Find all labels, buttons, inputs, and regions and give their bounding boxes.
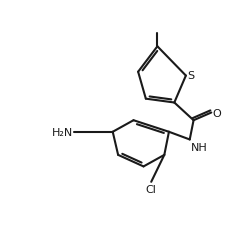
Text: Cl: Cl <box>146 184 157 194</box>
Text: H₂N: H₂N <box>52 127 73 137</box>
Text: O: O <box>213 108 222 118</box>
Text: S: S <box>188 71 194 80</box>
Text: NH: NH <box>191 142 208 152</box>
